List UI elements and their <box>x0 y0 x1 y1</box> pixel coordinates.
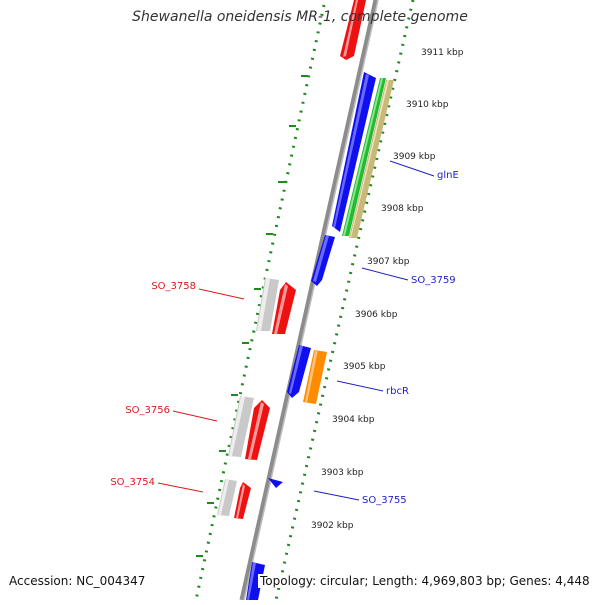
reverse-gene-labels: SO_3758 SO_3756 SO_3754 <box>110 281 196 488</box>
gene-SO_3755[interactable] <box>268 478 283 488</box>
reverse-label-lines <box>157 288 245 493</box>
scale-label: 3904 kbp <box>332 415 375 425</box>
forward-gene-labels: glnE SO_3759 rbcR SO_3755 <box>362 170 459 506</box>
gene-label-SO_3759[interactable]: SO_3759 <box>411 275 456 286</box>
scale-label: 3903 kbp <box>321 468 364 478</box>
scale-label: 3908 kbp <box>381 204 424 214</box>
accession-label: Accession: NC_004347 <box>9 574 146 588</box>
map-title: Shewanella oneidensis MR-1, complete gen… <box>132 9 468 25</box>
scale-label: 3911 kbp <box>421 48 464 58</box>
scale-label: 3909 kbp <box>393 152 436 162</box>
scale-label: 3905 kbp <box>343 362 386 372</box>
scale-label: 3907 kbp <box>367 257 410 267</box>
scale-labels: 3911 kbp 3910 kbp 3909 kbp 3908 kbp 3907… <box>311 48 464 531</box>
forward-label-lines <box>313 160 435 501</box>
gene-label-glnE[interactable]: glnE <box>437 170 459 181</box>
gene-label-SO_3758[interactable]: SO_3758 <box>151 281 196 292</box>
scale-label: 3906 kbp <box>355 310 398 320</box>
genome-backbone-highlight <box>243 0 379 601</box>
gene-label-SO_3754[interactable]: SO_3754 <box>110 477 155 488</box>
outer-scale-ticks <box>196 75 308 557</box>
gene-label-SO_3755[interactable]: SO_3755 <box>362 495 407 506</box>
topology-label: Topology: circular; Length: 4,969,803 bp… <box>258 574 590 588</box>
scale-label: 3910 kbp <box>406 100 449 110</box>
gene-label-SO_3756[interactable]: SO_3756 <box>125 405 170 416</box>
genes <box>217 0 394 600</box>
scale-label: 3902 kbp <box>311 521 354 531</box>
gene-label-rbcR[interactable]: rbcR <box>386 386 409 397</box>
genome-backbone <box>239 0 379 601</box>
inner-scale-line <box>274 0 415 601</box>
